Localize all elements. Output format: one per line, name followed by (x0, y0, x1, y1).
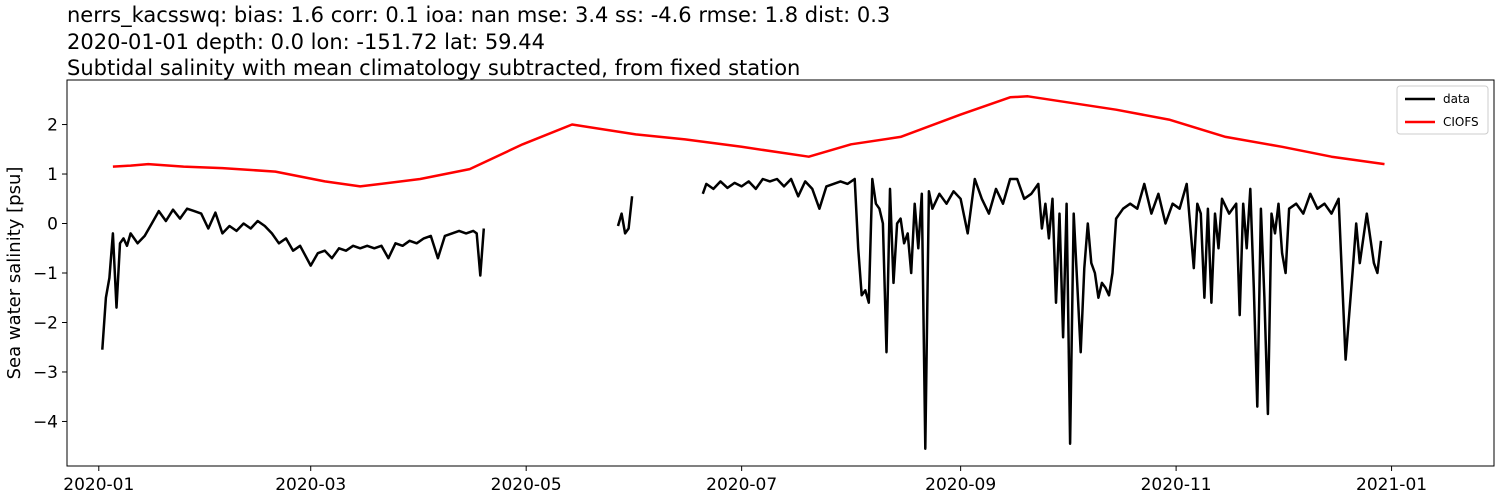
legend-label-ciofs: CIOFS (1443, 115, 1479, 129)
x-tick-label-3: 2020-07 (706, 475, 777, 495)
x-tick-label-4: 2020-09 (925, 475, 996, 495)
legend: data CIOFS (1396, 85, 1489, 135)
series-ciofs-line-0 (112, 95, 1385, 188)
y-tick-label-2: −2 (33, 313, 58, 333)
chart-title-line-2: 2020-01-01 depth: 0.0 lon: -151.72 lat: … (67, 30, 545, 54)
y-axis: −4 −3 −2 −1 0 1 2 (33, 116, 67, 432)
series-data-line-1 (616, 196, 634, 235)
y-tick-label-5: 1 (47, 165, 58, 185)
chart-title-line-1: nerrs_kacsswq: bias: 1.6 corr: 0.1 ioa: … (67, 3, 890, 28)
y-tick-label-3: −1 (33, 264, 58, 284)
x-tick-label-6: 2021-01 (1356, 475, 1427, 495)
x-tick-label-1: 2020-03 (275, 475, 346, 495)
y-tick-label-4: 0 (47, 215, 58, 235)
y-tick-label-0: −4 (33, 412, 58, 432)
x-axis: 2020-01 2020-03 2020-05 2020-07 2020-09 2020-… (63, 466, 1427, 495)
legend-label-data: data (1443, 92, 1470, 106)
y-tick-label-1: −3 (33, 363, 58, 383)
series-data-line-0 (101, 207, 486, 350)
y-axis-label: Sea water salinity [psu] (4, 167, 25, 380)
x-tick-label-5: 2020-11 (1141, 475, 1212, 495)
y-tick-label-6: 2 (47, 116, 58, 136)
plot-area (101, 95, 1385, 450)
chart-title-line-3: Subtidal salinity with mean climatology … (67, 56, 800, 80)
x-tick-label-0: 2020-01 (63, 475, 134, 495)
axes-frame (66, 79, 1495, 467)
series-data-line-2 (701, 177, 1383, 450)
x-tick-label-2: 2020-05 (491, 475, 562, 495)
